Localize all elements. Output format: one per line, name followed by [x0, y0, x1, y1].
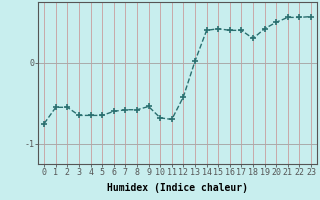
X-axis label: Humidex (Indice chaleur): Humidex (Indice chaleur)	[107, 183, 248, 193]
